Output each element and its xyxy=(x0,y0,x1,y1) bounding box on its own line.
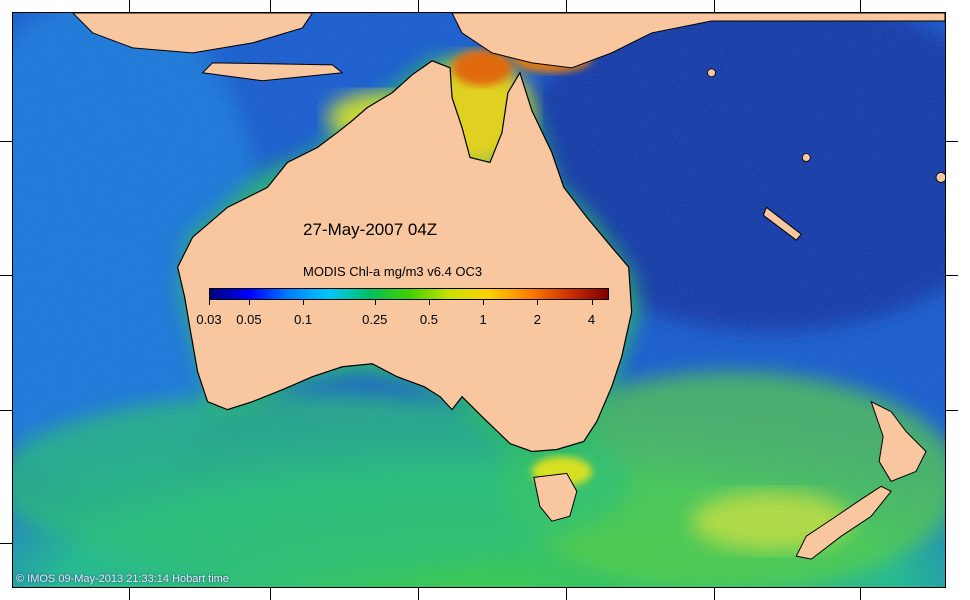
torres-high xyxy=(452,49,512,86)
colorbar-tick-mark xyxy=(428,300,430,305)
chlorophyll-map xyxy=(12,12,946,588)
frame-tick xyxy=(270,588,271,600)
frame-tick xyxy=(0,410,12,411)
colorbar-tick-mark xyxy=(591,300,593,305)
frame-tick xyxy=(270,0,271,12)
colorbar-tick-label: 0.25 xyxy=(362,312,388,327)
frame-tick xyxy=(0,543,12,544)
frame-tick xyxy=(0,141,12,142)
frame-tick xyxy=(566,0,567,12)
colorbar-title: MODIS Chl-a mg/m3 v6.4 OC3 xyxy=(303,264,483,279)
colorbar-tick-mark xyxy=(209,300,210,305)
colorbar-tick-label: 2 xyxy=(533,312,541,327)
colorbar-tick-label: 0.05 xyxy=(236,312,262,327)
new-guinea-land xyxy=(451,13,945,69)
lesser-sunda-land xyxy=(201,62,344,82)
frame-tick xyxy=(129,588,130,600)
colorbar-tick-mark xyxy=(374,300,376,305)
frame-tick xyxy=(0,275,12,276)
frame-tick xyxy=(860,588,861,600)
colorbar-tick-label: 1 xyxy=(479,312,487,327)
frame-tick xyxy=(860,0,861,12)
indonesia-land xyxy=(72,13,313,54)
frame-tick xyxy=(946,410,958,411)
new-caledonia-land xyxy=(762,206,803,241)
frame-tick xyxy=(714,0,715,12)
map-image xyxy=(13,13,945,587)
date-time-label: 27-May-2007 04Z xyxy=(303,220,438,239)
colorbar-tick-mark xyxy=(483,300,485,305)
colorbar-tick-mark xyxy=(248,300,250,305)
fiji-island xyxy=(935,172,945,183)
colorbar-tick-label: 4 xyxy=(587,312,596,327)
frame-tick xyxy=(946,275,958,276)
frame-tick xyxy=(946,141,958,142)
solomon-island xyxy=(707,68,716,78)
nz-north-island xyxy=(870,400,927,482)
frame-tick xyxy=(566,588,567,600)
australia-land xyxy=(177,60,633,453)
nz-south-island xyxy=(795,485,892,560)
frame-tick xyxy=(714,588,715,600)
colorbar-tick-label: 0.5 xyxy=(419,312,439,327)
colorbar-tick-label: 0.03 xyxy=(196,312,222,327)
vanuatu-island xyxy=(801,153,811,162)
frame-tick xyxy=(418,588,419,600)
colorbar xyxy=(209,288,609,300)
colorbar-tick-mark xyxy=(537,300,539,305)
frame-tick xyxy=(129,0,130,12)
colorbar-tick-mark xyxy=(303,300,305,305)
colorbar-tick-label: 0.1 xyxy=(294,312,313,327)
copyright-notice: © IMOS 09-May-2013 21:33:14 Hobart time xyxy=(16,573,229,585)
tasmania-land xyxy=(533,472,578,522)
frame-tick xyxy=(418,0,419,12)
